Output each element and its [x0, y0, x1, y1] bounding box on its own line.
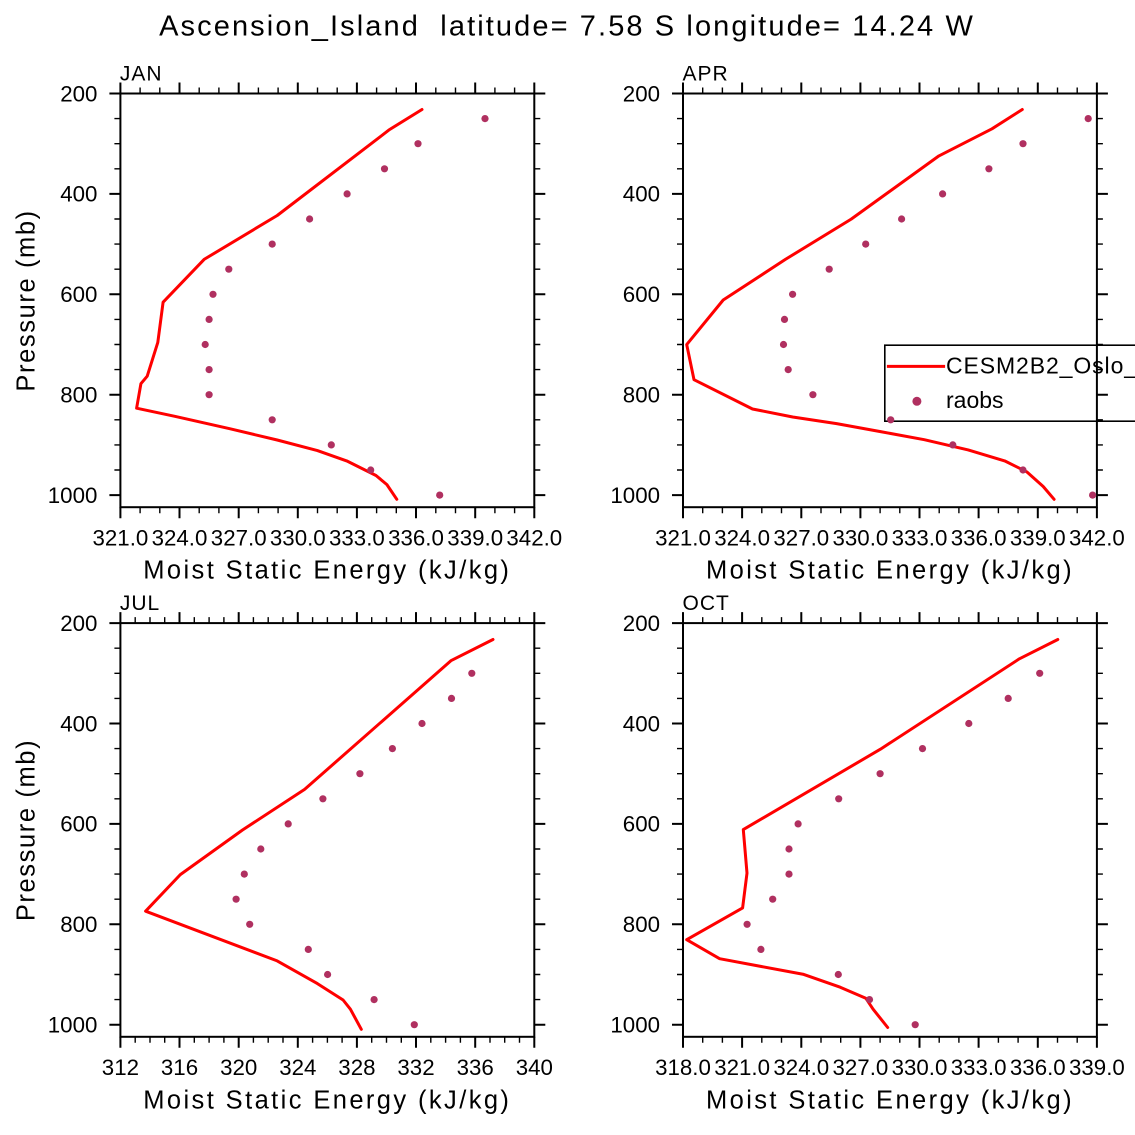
svg-text:312: 312 [102, 1055, 139, 1080]
svg-text:320: 320 [220, 1055, 257, 1080]
svg-text:333.0: 333.0 [951, 1055, 1007, 1080]
svg-text:321.0: 321.0 [714, 1055, 770, 1080]
svg-text:333.0: 333.0 [892, 526, 948, 551]
svg-text:324.0: 324.0 [714, 526, 770, 551]
svg-text:Moist Static Energy (kJ/kg): Moist Static Energy (kJ/kg) [706, 557, 1074, 585]
svg-text:Moist Static Energy (kJ/kg): Moist Static Energy (kJ/kg) [706, 1086, 1074, 1114]
svg-text:800: 800 [623, 383, 660, 408]
svg-text:800: 800 [60, 912, 97, 937]
svg-text:200: 200 [623, 611, 660, 636]
svg-text:400: 400 [60, 182, 97, 207]
svg-text:336.0: 336.0 [388, 526, 444, 551]
svg-text:800: 800 [60, 383, 97, 408]
svg-text:600: 600 [623, 812, 660, 837]
svg-text:332: 332 [397, 1055, 434, 1080]
svg-text:339.0: 339.0 [447, 526, 503, 551]
svg-text:JUL: JUL [120, 592, 160, 615]
svg-text:1000: 1000 [610, 1013, 660, 1038]
svg-text:324.0: 324.0 [773, 1055, 829, 1080]
svg-text:600: 600 [60, 282, 97, 307]
svg-text:340: 340 [516, 1055, 553, 1080]
svg-text:Ascension_Island latitude= 7.: Ascension_Island latitude= 7.58 S longit… [159, 11, 975, 43]
svg-text:328: 328 [338, 1055, 375, 1080]
svg-text:200: 200 [623, 81, 660, 106]
svg-text:330.0: 330.0 [270, 526, 326, 551]
svg-text:400: 400 [60, 711, 97, 736]
svg-text:342.0: 342.0 [1069, 526, 1125, 551]
svg-text:339.0: 339.0 [1069, 1055, 1125, 1080]
svg-text:327.0: 327.0 [833, 1055, 889, 1080]
svg-text:321.0: 321.0 [93, 526, 149, 551]
svg-text:316: 316 [161, 1055, 198, 1080]
svg-text:OCT: OCT [683, 592, 730, 615]
svg-text:336.0: 336.0 [1010, 1055, 1066, 1080]
svg-text:318.0: 318.0 [655, 1055, 711, 1080]
svg-text:327.0: 327.0 [211, 526, 267, 551]
svg-text:600: 600 [623, 282, 660, 307]
svg-text:1000: 1000 [48, 483, 98, 508]
svg-text:Moist Static Energy (kJ/kg): Moist Static Energy (kJ/kg) [143, 1086, 511, 1114]
svg-text:APR: APR [683, 62, 729, 85]
svg-text:400: 400 [623, 711, 660, 736]
svg-text:333.0: 333.0 [329, 526, 385, 551]
svg-text:1000: 1000 [48, 1013, 98, 1038]
svg-text:CESM2B2_Oslo_: CESM2B2_Oslo_ [946, 353, 1135, 379]
svg-text:336: 336 [457, 1055, 494, 1080]
svg-text:330.0: 330.0 [833, 526, 889, 551]
svg-text:339.0: 339.0 [1010, 526, 1066, 551]
svg-text:336.0: 336.0 [951, 526, 1007, 551]
svg-text:200: 200 [60, 81, 97, 106]
svg-text:400: 400 [623, 182, 660, 207]
svg-text:600: 600 [60, 812, 97, 837]
svg-text:800: 800 [623, 912, 660, 937]
svg-text:321.0: 321.0 [655, 526, 711, 551]
svg-text:Pressure (mb): Pressure (mb) [13, 209, 41, 391]
svg-text:raobs: raobs [946, 387, 1004, 413]
svg-text:330.0: 330.0 [892, 1055, 948, 1080]
svg-text:Pressure (mb): Pressure (mb) [13, 739, 41, 921]
svg-text:324.0: 324.0 [152, 526, 208, 551]
svg-text:Moist Static Energy (kJ/kg): Moist Static Energy (kJ/kg) [143, 557, 511, 585]
svg-text:200: 200 [60, 611, 97, 636]
svg-text:JAN: JAN [120, 62, 163, 85]
svg-text:1000: 1000 [610, 483, 660, 508]
svg-text:327.0: 327.0 [773, 526, 829, 551]
svg-text:342.0: 342.0 [506, 526, 562, 551]
svg-text:324: 324 [279, 1055, 316, 1080]
